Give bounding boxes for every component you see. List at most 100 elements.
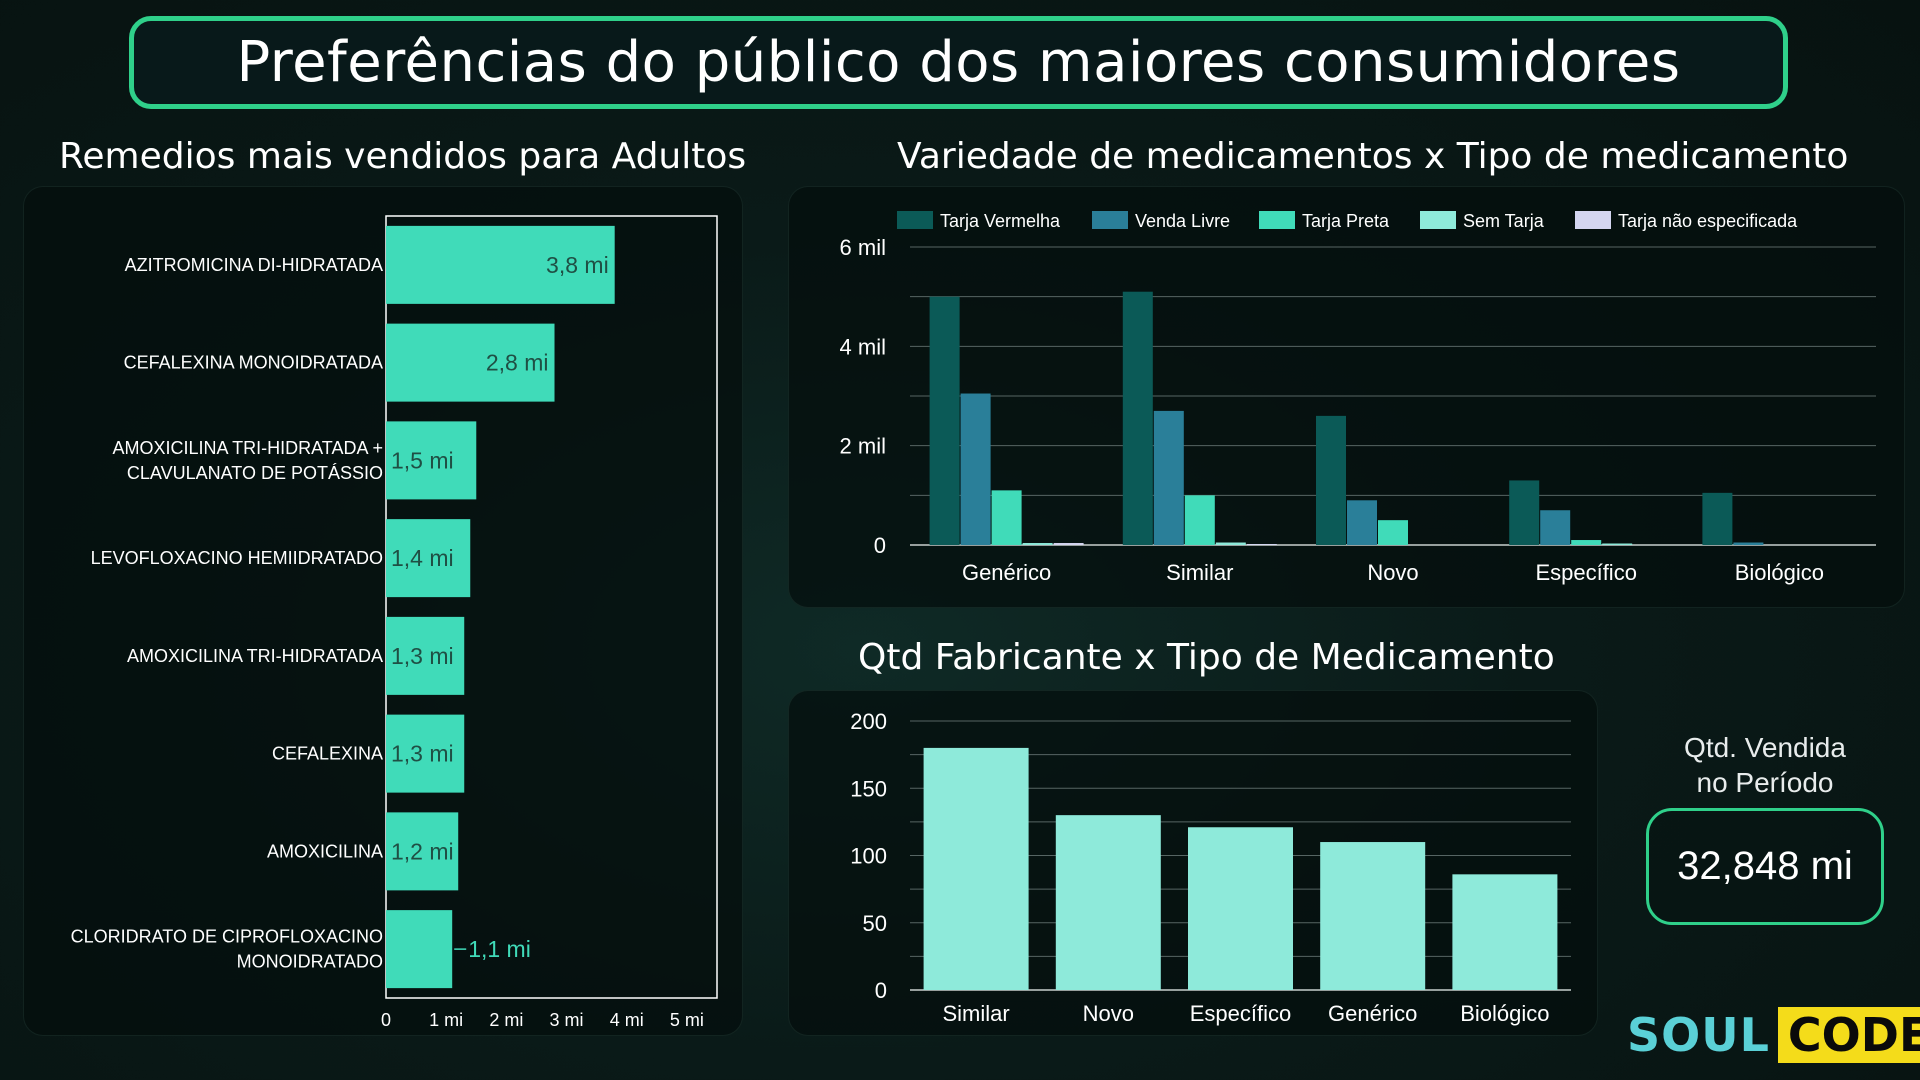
chart1-x-tick-label: 3 mi <box>550 1010 584 1030</box>
chart3-y-tick-label: 200 <box>850 709 887 734</box>
chart2-bar <box>1153 410 1184 545</box>
chart2-bar <box>1122 291 1153 545</box>
chart1-category-label: AMOXICILINA TRI-HIDRATADA + <box>112 438 383 458</box>
logo-soul: SOUL <box>1627 1008 1770 1062</box>
chart2-bar <box>1215 542 1246 545</box>
chart2-bar <box>991 490 1022 545</box>
chart1-bar <box>386 910 453 989</box>
chart3-svg: 0 50 100 150 200 Similar Novo Específico Genéric… <box>850 709 1571 1026</box>
chart1-bar <box>386 421 477 500</box>
soulcode-logo: SOUL CODE <box>1627 1007 1920 1063</box>
kpi-card: 32,848 mi <box>1646 808 1884 925</box>
chart3-x-tick-label: Genérico <box>1328 1001 1417 1026</box>
chart3-y-tick-label: 50 <box>863 911 887 936</box>
chart2-legend-label: Sem Tarja <box>1463 211 1545 231</box>
chart2-bar <box>1540 510 1571 545</box>
chart1-x-tick-label: 4 mi <box>610 1010 644 1030</box>
main-title: Preferências do público dos maiores cons… <box>236 30 1681 95</box>
chart1-category-label: CLORIDRATO DE CIPROFLOXACINO <box>71 927 383 947</box>
chart2-y-tick-label: 0 <box>874 533 886 558</box>
chart3-y-tick-label: 100 <box>850 844 887 869</box>
chart2-legend-label: Tarja Preta <box>1302 211 1390 231</box>
chart2-legend-label: Venda Livre <box>1135 211 1230 231</box>
chart2-bar <box>1184 495 1215 545</box>
chart1-category-label: CEFALEXINA <box>272 744 383 764</box>
chart2-bar <box>1602 543 1633 545</box>
kpi-label-line2: no Período <box>1696 767 1834 798</box>
chart2-panel: 0 2 mil 4 mil 6 mil Genérico Similar Novo Espec… <box>788 186 1905 608</box>
chart1-data-label: 2,8 mi <box>486 350 549 376</box>
chart1-category-label: AZITROMICINA DI-HIDRATADA <box>125 255 383 275</box>
chart2-x-tick-label: Genérico <box>962 560 1051 585</box>
chart1-x-tick-label: 0 <box>381 1010 391 1030</box>
chart2-y-tick-label: 4 mil <box>840 334 886 359</box>
kpi-value: 32,848 mi <box>1677 844 1853 888</box>
chart2-bar <box>1702 492 1733 545</box>
chart3-title: Qtd Fabricante x Tipo de Medicamento <box>858 637 1555 678</box>
chart2-svg: 0 2 mil 4 mil 6 mil Genérico Similar Novo Espec… <box>840 211 1876 585</box>
chart3-y-tick-label: 150 <box>850 776 887 801</box>
chart3-x-tick-label: Biológico <box>1460 1001 1549 1026</box>
chart3-bar <box>923 747 1029 990</box>
chart3-y-tick-label: 0 <box>875 978 887 1003</box>
chart1-category-label: LEVOFLOXACINO HEMIIDRATADO <box>91 548 383 568</box>
kpi-label-line1: Qtd. Vendida <box>1684 732 1846 763</box>
chart1-bar <box>386 225 615 304</box>
chart1-category-label: AMOXICILINA <box>267 841 383 861</box>
chart2-legend-swatch <box>897 211 933 229</box>
chart3-x-tick-label: Novo <box>1083 1001 1134 1026</box>
chart2-legend-label: Tarja Vermelha <box>940 211 1061 231</box>
chart1-category-label: AMOXICILINA TRI-HIDRATADA <box>127 646 383 666</box>
chart1-category-label: CEFALEXINA MONOIDRATADA <box>124 353 383 373</box>
chart2-x-tick-label: Similar <box>1166 560 1233 585</box>
chart2-y-tick-label: 6 mil <box>840 235 886 260</box>
chart1-data-label: 1,3 mi <box>391 643 454 669</box>
chart2-legend-swatch <box>1575 211 1611 229</box>
chart2-bar <box>1053 543 1084 545</box>
chart1-category-label: MONOIDRATADO <box>237 952 383 972</box>
chart1-category-label: CLAVULANATO DE POTÁSSIO <box>127 463 383 483</box>
chart1-bar <box>386 519 471 598</box>
chart3-x-tick-label: Específico <box>1190 1001 1292 1026</box>
chart1-x-tick-label: 1 mi <box>429 1010 463 1030</box>
chart1-bar <box>386 323 555 402</box>
chart1-data-label: 1,4 mi <box>391 545 454 571</box>
kpi-label: Qtd. Vendida no Período <box>1645 730 1885 800</box>
chart2-legend-swatch <box>1259 211 1295 229</box>
chart2-bar <box>1246 544 1277 545</box>
chart1-data-label: 1,5 mi <box>391 447 454 473</box>
chart1-bar <box>386 812 459 891</box>
chart3-x-tick-label: Similar <box>942 1001 1009 1026</box>
chart1-data-label: 1,3 mi <box>391 741 454 767</box>
chart1-panel: AZITROMICINA DI-HIDRATADA 3,8 mi CEFALEXIN… <box>23 186 743 1036</box>
chart1-title: Remedios mais vendidos para Adultos <box>59 136 747 177</box>
chart1-x-tick-label: 2 mi <box>489 1010 523 1030</box>
chart1-data-label: 1,1 mi <box>468 936 531 962</box>
chart2-y-tick-label: 2 mil <box>840 434 886 459</box>
chart3-bar <box>1320 842 1426 990</box>
main-title-box: Preferências do público dos maiores cons… <box>129 16 1788 109</box>
logo-code: CODE <box>1777 1007 1920 1063</box>
chart2-bar <box>1316 415 1346 545</box>
chart2-bar <box>1571 540 1602 545</box>
chart2-x-tick-label: Novo <box>1367 560 1418 585</box>
chart2-x-tick-label: Biológico <box>1735 560 1824 585</box>
chart2-bar <box>1509 480 1540 545</box>
chart2-bar <box>960 393 991 545</box>
chart2-bar <box>1733 542 1764 545</box>
chart1-data-label: 1,2 mi <box>391 838 454 864</box>
chart2-legend-swatch <box>1420 211 1456 229</box>
chart3-bar <box>1452 874 1558 990</box>
chart1-svg: AZITROMICINA DI-HIDRATADA 3,8 mi CEFALEXIN… <box>71 215 718 1030</box>
chart3-bar <box>1055 815 1161 990</box>
chart2-legend-label: Tarja não especificada <box>1618 211 1798 231</box>
chart2-x-tick-label: Específico <box>1535 560 1637 585</box>
chart3-panel: 0 50 100 150 200 Similar Novo Específico Genéric… <box>788 690 1598 1036</box>
chart1-x-tick-label: 5 mi <box>670 1010 704 1030</box>
chart1-bar <box>386 714 465 793</box>
chart2-bar <box>1347 500 1377 545</box>
chart3-bar <box>1188 827 1293 990</box>
chart2-title: Variedade de medicamentos x Tipo de medi… <box>897 136 1849 177</box>
chart2-legend-swatch <box>1092 211 1128 229</box>
chart2-bar <box>929 296 960 545</box>
